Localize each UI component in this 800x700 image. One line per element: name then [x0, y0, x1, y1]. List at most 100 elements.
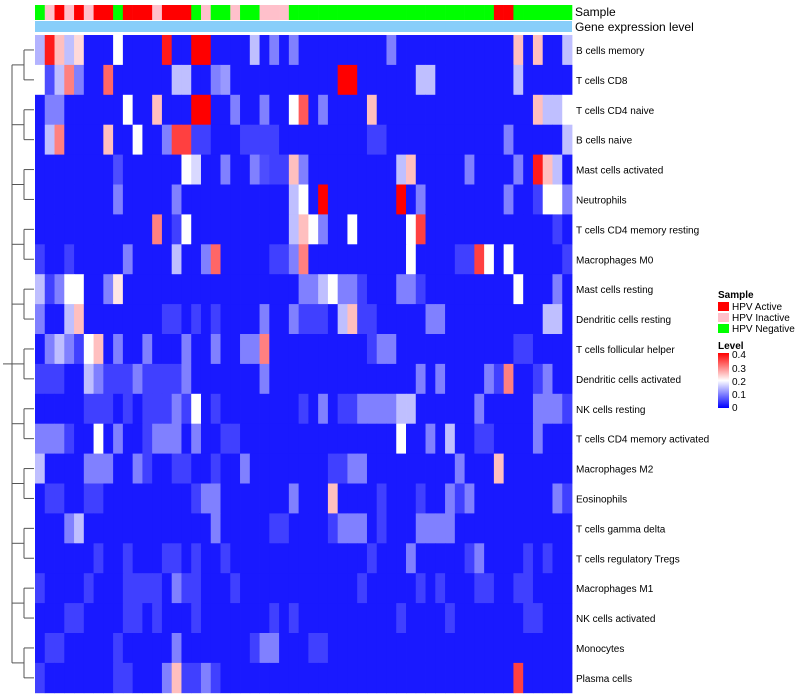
- heatmap-cell: [406, 483, 417, 514]
- heatmap-cell: [269, 154, 280, 185]
- heatmap-cell: [337, 393, 348, 425]
- heatmap-cell: [298, 334, 309, 365]
- heatmap-cell: [64, 633, 75, 664]
- heatmap-cell: [415, 304, 426, 335]
- heatmap-cell: [532, 124, 544, 155]
- heatmap-cell: [249, 513, 260, 544]
- heatmap-cell: [93, 244, 104, 275]
- heatmap-cell: [366, 274, 378, 305]
- heatmap-cell: [318, 573, 329, 604]
- heatmap-cell: [425, 244, 436, 275]
- heatmap-cell: [113, 603, 124, 634]
- heatmap-cell: [210, 214, 221, 245]
- heatmap-cell: [200, 124, 212, 155]
- heatmap-cell: [513, 304, 524, 335]
- heatmap-cell: [435, 334, 446, 365]
- heatmap-cell: [152, 214, 163, 245]
- heatmap-cell: [64, 35, 75, 66]
- heatmap-cell: [464, 483, 475, 514]
- heatmap-cell: [376, 304, 387, 335]
- heatmap-cell: [454, 573, 465, 604]
- heatmap-cell: [464, 453, 475, 484]
- heatmap-cell: [181, 483, 192, 514]
- heatmap-cell: [122, 573, 134, 604]
- heatmap-cell: [435, 423, 446, 454]
- heatmap-cell: [464, 513, 475, 544]
- heatmap-cell: [113, 483, 124, 514]
- heatmap-cell: [435, 513, 446, 544]
- heatmap-cell: [454, 94, 465, 126]
- heatmap-cell: [552, 513, 563, 544]
- sample-annotation-cell: [396, 5, 407, 20]
- heatmap-cell: [142, 662, 153, 694]
- heatmap-cell: [513, 334, 524, 365]
- heatmap-cell: [44, 483, 55, 514]
- heatmap-cell: [279, 453, 290, 484]
- heatmap-cell: [347, 423, 358, 454]
- heatmap-cell: [288, 35, 300, 66]
- heatmap-cell: [103, 274, 114, 305]
- heatmap-cell: [425, 543, 436, 574]
- heatmap-cell: [142, 124, 153, 155]
- row-label: Mast cells resting: [576, 285, 653, 296]
- heatmap-cell: [210, 363, 221, 395]
- heatmap-cell: [64, 423, 75, 454]
- heatmap-cell: [464, 214, 475, 245]
- row-label: T cells gamma delta: [576, 524, 666, 535]
- heatmap-cell: [93, 124, 104, 155]
- heatmap-cell: [249, 274, 260, 305]
- heatmap-cell: [493, 274, 505, 305]
- heatmap-cell: [200, 35, 212, 66]
- heatmap-cell: [103, 393, 114, 425]
- heatmap-cell: [171, 662, 182, 694]
- heatmap-cell: [523, 573, 534, 604]
- row-label: Macrophages M1: [576, 584, 654, 595]
- heatmap-cell: [152, 154, 163, 185]
- heatmap-cell: [181, 393, 192, 425]
- heatmap-cell: [142, 304, 153, 335]
- heatmap-cell: [464, 124, 475, 155]
- legend-label-hpv-active: HPV Active: [732, 302, 782, 313]
- heatmap-cell: [122, 513, 134, 544]
- heatmap-cell: [220, 662, 231, 694]
- heatmap-cell: [210, 244, 221, 275]
- heatmap-cell: [552, 393, 563, 425]
- heatmap-cell: [484, 662, 495, 694]
- heatmap-cell: [83, 513, 94, 544]
- heatmap-cell: [259, 244, 270, 275]
- heatmap-cell: [230, 393, 241, 425]
- heatmap-cell: [318, 393, 329, 425]
- heatmap-cell: [122, 423, 134, 454]
- heatmap-cell: [152, 423, 163, 454]
- heatmap-cell: [454, 334, 465, 365]
- heatmap-cell: [552, 154, 563, 185]
- heatmap-cell: [484, 274, 495, 305]
- heatmap-cell: [523, 274, 534, 305]
- heatmap-cell: [220, 214, 231, 245]
- heatmap-cell: [366, 603, 378, 634]
- heatmap-cell: [523, 94, 534, 126]
- heatmap-cell: [396, 64, 407, 96]
- heatmap-cell: [288, 363, 300, 395]
- legend-swatch-hpv-negative: [718, 324, 729, 333]
- heatmap-cell: [64, 64, 75, 96]
- heatmap-cell: [406, 244, 417, 275]
- heatmap-cell: [249, 184, 260, 215]
- heatmap-cell: [552, 573, 563, 604]
- legend-tick-0-1: 0.1: [732, 390, 746, 401]
- heatmap-cell: [318, 244, 329, 275]
- sample-annotation-cell: [445, 5, 456, 20]
- heatmap-cell: [191, 603, 202, 634]
- heatmap-cell: [298, 64, 309, 96]
- heatmap-cell: [474, 35, 485, 66]
- heatmap-cell: [249, 453, 260, 484]
- heatmap-cell: [35, 274, 46, 305]
- heatmap-cell: [445, 513, 456, 544]
- heatmap-cell: [435, 35, 446, 66]
- heatmap-cell: [93, 423, 104, 454]
- heatmap-cell: [347, 543, 358, 574]
- heatmap-cell: [35, 603, 46, 634]
- heatmap-cell: [171, 453, 182, 484]
- heatmap-cell: [376, 94, 387, 126]
- heatmap-cell: [542, 483, 553, 514]
